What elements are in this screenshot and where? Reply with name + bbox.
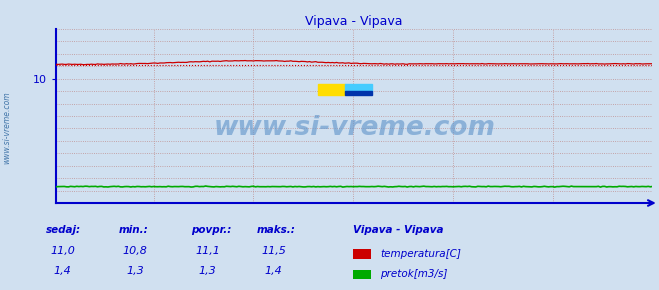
Text: www.si-vreme.com: www.si-vreme.com	[214, 115, 495, 141]
Text: Vipava - Vipava: Vipava - Vipava	[353, 225, 443, 235]
Text: 1,4: 1,4	[54, 266, 71, 276]
Text: maks.:: maks.:	[257, 225, 296, 235]
Bar	[318, 84, 345, 95]
Text: 1,4: 1,4	[265, 266, 282, 276]
Title: Vipava - Vipava: Vipava - Vipava	[306, 15, 403, 28]
Text: www.si-vreme.com: www.si-vreme.com	[3, 91, 12, 164]
Text: 11,0: 11,0	[50, 246, 75, 256]
Bar	[345, 84, 372, 91]
Text: povpr.:: povpr.:	[191, 225, 231, 235]
Text: 1,3: 1,3	[127, 266, 144, 276]
Text: 11,1: 11,1	[195, 246, 220, 256]
Text: 11,5: 11,5	[261, 246, 286, 256]
Bar	[345, 91, 372, 95]
Text: pretok[m3/s]: pretok[m3/s]	[380, 269, 447, 279]
Text: temperatura[C]: temperatura[C]	[380, 249, 461, 259]
Text: 10,8: 10,8	[123, 246, 148, 256]
Text: min.:: min.:	[119, 225, 148, 235]
Text: sedaj:: sedaj:	[46, 225, 81, 235]
Text: 1,3: 1,3	[199, 266, 216, 276]
